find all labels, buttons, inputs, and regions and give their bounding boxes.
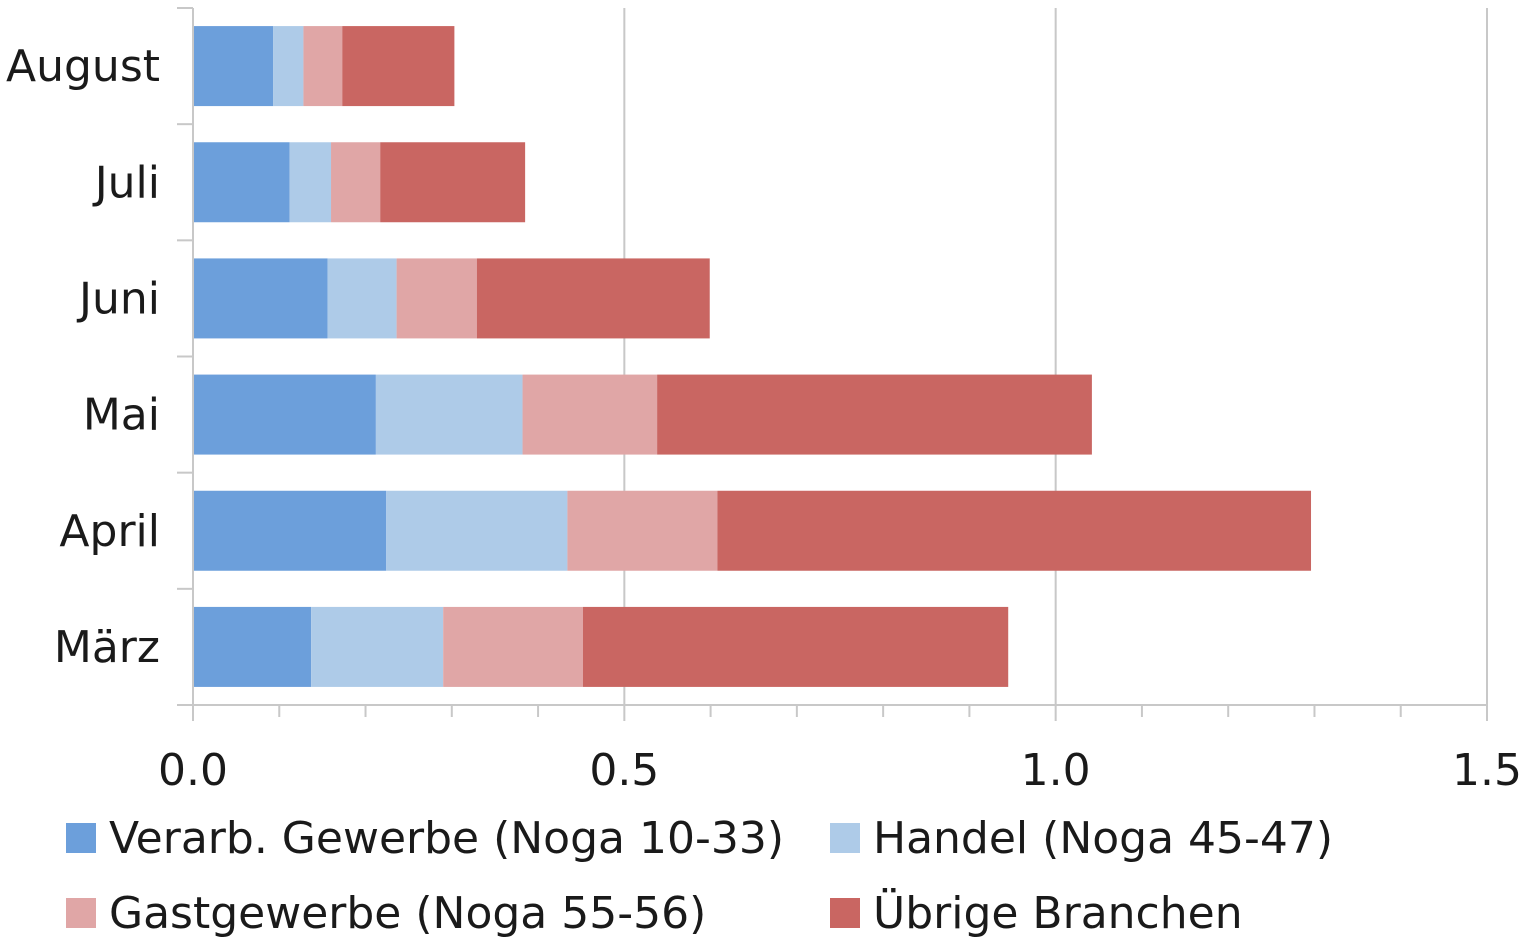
bar-märz-series-1: [311, 606, 444, 687]
bar-juni-series-2: [396, 258, 477, 339]
bar-april-series-0: [193, 490, 387, 571]
bar-august-series-0: [193, 26, 274, 107]
bar-juli-series-3: [380, 142, 526, 223]
gridlines: [623, 8, 1488, 705]
bar-juni-series-3: [476, 258, 710, 339]
legend-swatch-2: [66, 898, 96, 928]
category-label: August: [6, 41, 160, 92]
bar-märz-series-2: [443, 606, 583, 687]
x-tick-label: 0.5: [589, 745, 659, 796]
x-tick-label: 0.0: [158, 745, 228, 796]
category-label: Mai: [83, 390, 160, 441]
legend: Verarb. Gewerbe (Noga 10-33) Handel (Noga…: [66, 813, 1333, 939]
category-label: Juli: [92, 157, 160, 208]
axis-labels: August Juli Juni Mai April März 0.0 0.5 1.0 1.5: [6, 41, 1522, 796]
bar-april-series-1: [386, 490, 568, 571]
bar-juli-series-2: [331, 142, 381, 223]
legend-label-2: Gastgewerbe (Noga 55-56): [109, 888, 706, 939]
category-label: März: [54, 622, 160, 673]
bar-juli-series-0: [193, 142, 290, 223]
legend-label-3: Übrige Branchen: [873, 887, 1243, 939]
bar-august-series-1: [273, 26, 304, 107]
bar-mai-series-1: [375, 374, 523, 455]
legend-label-0: Verarb. Gewerbe (Noga 10-33): [109, 813, 784, 864]
bar-august-series-2: [303, 26, 343, 107]
legend-label-1: Handel (Noga 45-47): [873, 813, 1333, 864]
bar-mai-series-3: [657, 374, 1092, 455]
bar-märz-series-3: [582, 606, 1009, 687]
axes: [177, 7, 1488, 721]
bar-april-series-3: [717, 490, 1312, 571]
x-tick-label: 1.5: [1452, 745, 1522, 796]
bars: [193, 26, 1312, 687]
bar-juni-series-1: [327, 258, 397, 339]
legend-swatch-3: [830, 898, 860, 928]
bar-juni-series-0: [193, 258, 328, 339]
bar-juli-series-1: [289, 142, 332, 223]
legend-swatch-1: [830, 823, 860, 853]
bar-april-series-2: [567, 490, 718, 571]
x-tick-label: 1.0: [1021, 745, 1091, 796]
bar-mai-series-2: [522, 374, 658, 455]
category-label: Juni: [76, 273, 160, 324]
bar-august-series-3: [342, 26, 455, 107]
bar-mai-series-0: [193, 374, 376, 455]
legend-swatch-0: [66, 823, 96, 853]
bar-märz-series-0: [193, 606, 312, 687]
category-label: April: [59, 506, 160, 557]
